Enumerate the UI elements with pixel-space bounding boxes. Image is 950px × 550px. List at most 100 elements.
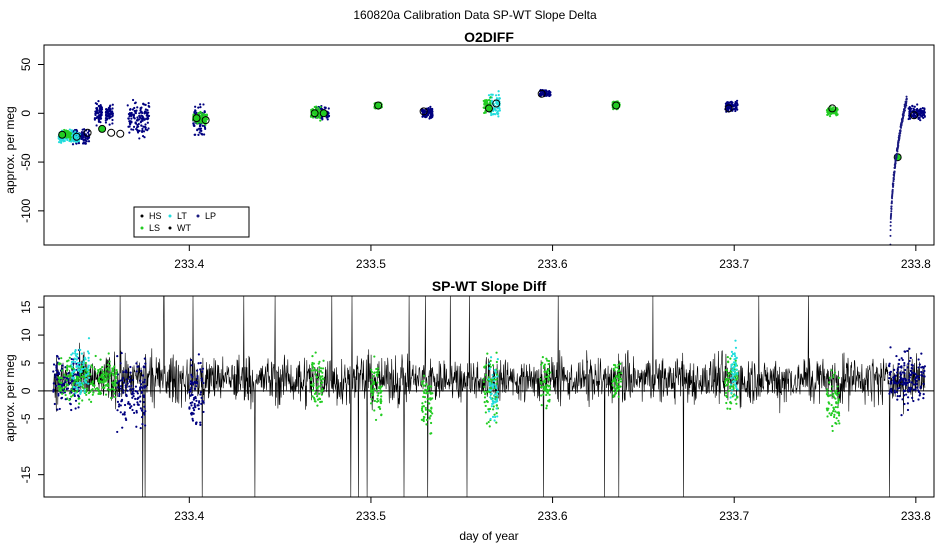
point: [493, 397, 496, 400]
point: [69, 378, 72, 381]
point: [132, 387, 135, 391]
point: [430, 432, 433, 435]
point: [429, 105, 432, 109]
point: [424, 413, 427, 416]
point: [832, 373, 835, 376]
point: [52, 388, 55, 391]
point: [199, 368, 202, 371]
point: [67, 359, 70, 362]
point: [114, 380, 117, 383]
point: [730, 391, 733, 395]
point: [135, 370, 138, 373]
point: [919, 386, 922, 389]
point: [732, 380, 735, 383]
point: [78, 365, 81, 368]
point: [901, 371, 904, 374]
point: [312, 389, 315, 392]
point: [77, 369, 80, 372]
point: [834, 410, 837, 413]
point: [75, 382, 78, 385]
point: [71, 352, 74, 355]
point: [79, 378, 82, 382]
point: [199, 110, 202, 114]
point: [82, 364, 85, 367]
point: [75, 140, 78, 143]
point: [114, 375, 118, 379]
point: [130, 128, 133, 131]
point: [193, 387, 196, 390]
point: [380, 413, 383, 417]
point: [491, 373, 494, 377]
point: [147, 114, 151, 118]
point: [101, 366, 104, 369]
point: [906, 349, 909, 353]
point: [422, 405, 425, 408]
point: [546, 391, 549, 394]
point: [78, 397, 81, 400]
point: [909, 356, 912, 360]
point: [133, 106, 136, 110]
point: [836, 385, 839, 388]
point: [131, 98, 135, 102]
legend-marker-lt: [168, 214, 172, 218]
point: [84, 381, 88, 384]
point: [195, 421, 198, 424]
point: [616, 366, 619, 369]
point: [140, 120, 143, 123]
point: [116, 381, 119, 385]
point: [910, 381, 914, 384]
point: [78, 384, 81, 387]
point: [59, 138, 62, 141]
point: [889, 370, 893, 373]
point: [923, 107, 926, 111]
point: [893, 380, 896, 383]
point: [83, 372, 86, 375]
point: [87, 366, 90, 369]
point: [66, 377, 69, 380]
point: [104, 384, 107, 387]
point: [58, 407, 61, 411]
point: [314, 107, 318, 110]
point: [617, 381, 620, 384]
point: [125, 371, 128, 374]
point: [147, 127, 150, 130]
point: [88, 376, 91, 379]
point: [421, 402, 424, 405]
point: [142, 117, 145, 120]
point: [319, 105, 322, 109]
point: [140, 416, 144, 419]
point: [379, 389, 382, 392]
point: [731, 352, 735, 356]
point: [87, 364, 90, 367]
point: [498, 107, 501, 110]
point: [901, 358, 904, 362]
point: [72, 386, 76, 389]
point: [315, 369, 318, 372]
point: [828, 412, 831, 415]
point: [144, 108, 147, 111]
point: [373, 355, 376, 358]
point: [112, 374, 115, 377]
point: [64, 398, 67, 401]
point: [315, 113, 318, 117]
point: [108, 113, 112, 116]
point: [494, 401, 497, 404]
point: [138, 388, 142, 391]
point: [77, 406, 80, 409]
point: [80, 368, 83, 371]
point: [107, 366, 110, 370]
point: [905, 95, 908, 98]
point: [493, 413, 496, 416]
point: [116, 409, 119, 412]
point: [900, 365, 903, 368]
point: [191, 381, 194, 384]
point: [188, 407, 191, 410]
point: [74, 399, 78, 402]
point: [888, 377, 891, 380]
point: [892, 376, 895, 379]
point: [487, 420, 490, 424]
point: [197, 401, 201, 404]
point: [829, 413, 833, 417]
point: [546, 388, 549, 391]
point: [539, 377, 542, 381]
